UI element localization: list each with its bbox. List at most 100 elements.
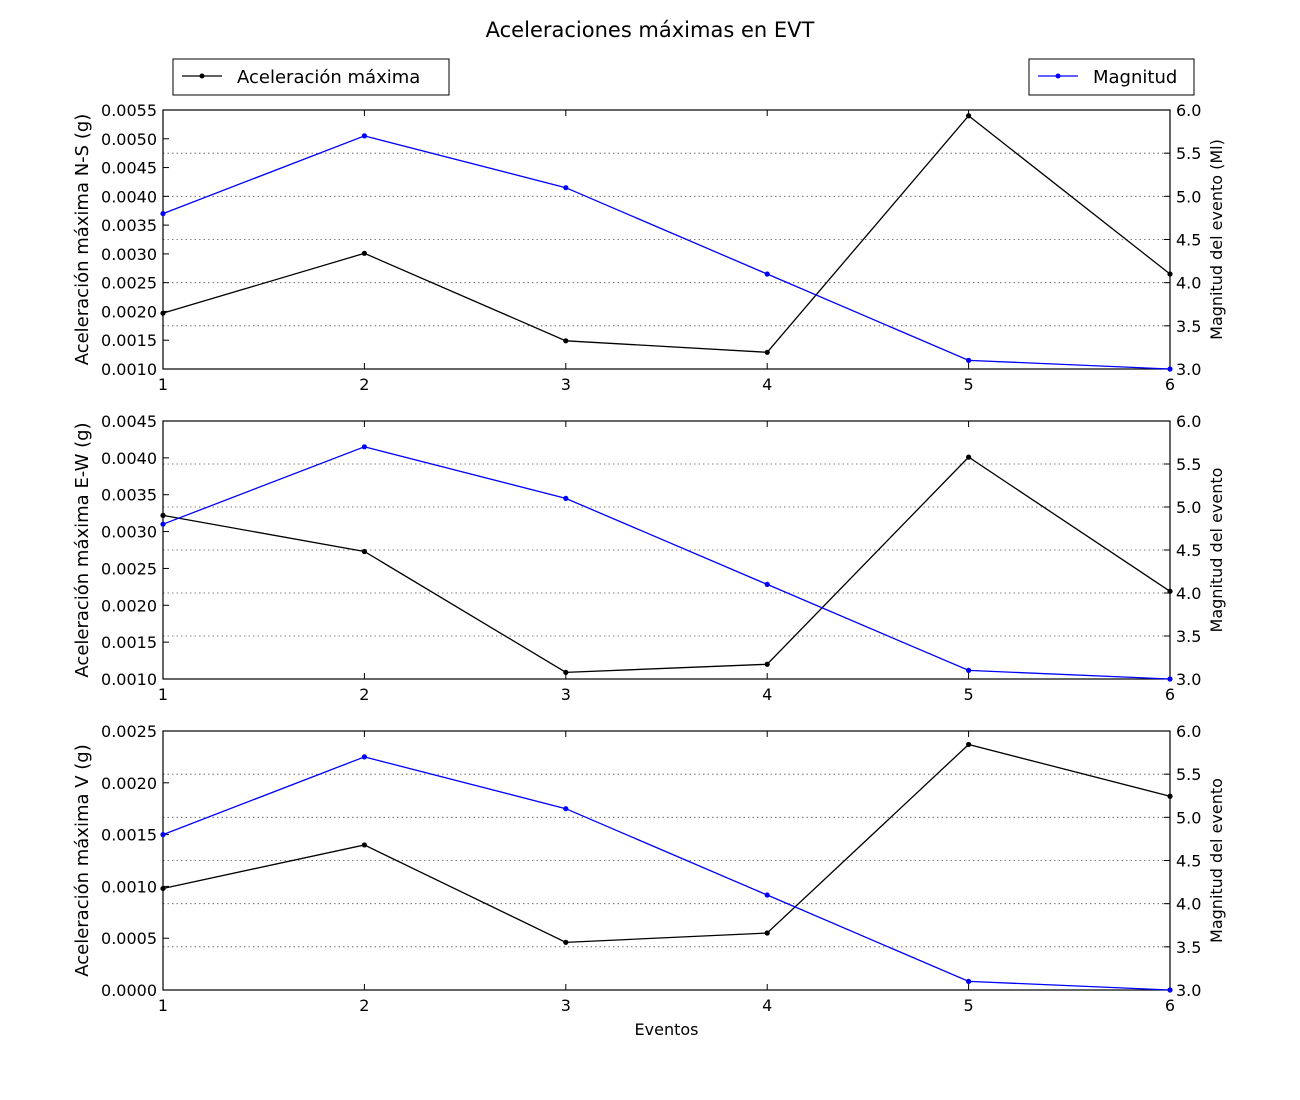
data-point-acceleration bbox=[361, 548, 367, 555]
data-point-magnitude bbox=[966, 357, 972, 363]
x-tick-label: 2 bbox=[359, 685, 369, 704]
y-axis-label-left: Aceleración máxima E-W (g) bbox=[72, 422, 93, 677]
y-tick-label-left: 0.0000 bbox=[101, 981, 157, 1000]
x-tick-label: 4 bbox=[762, 996, 772, 1015]
data-point-acceleration bbox=[1167, 793, 1173, 799]
legend-magnitude-marker bbox=[1055, 73, 1061, 79]
y-tick-label-left: 0.0015 bbox=[101, 633, 157, 652]
y-tick-label-left: 0.0040 bbox=[101, 449, 157, 468]
data-point-acceleration bbox=[160, 512, 166, 518]
data-point-magnitude bbox=[1167, 366, 1173, 372]
y-tick-label-right: 3.5 bbox=[1176, 317, 1201, 336]
y-tick-label-left: 0.0015 bbox=[101, 331, 157, 350]
data-point-acceleration bbox=[160, 885, 166, 892]
y-tick-label-left: 0.0020 bbox=[101, 774, 157, 793]
data-point-acceleration bbox=[966, 113, 972, 119]
x-tick-label: 1 bbox=[158, 996, 168, 1015]
y-tick-label-right: 5.0 bbox=[1176, 808, 1201, 827]
data-point-magnitude bbox=[1167, 987, 1173, 993]
y-tick-label-left: 0.0030 bbox=[101, 245, 157, 264]
y-tick-label-left: 0.0050 bbox=[101, 130, 157, 149]
y-axis-label-right: Magnitud del evento bbox=[1207, 468, 1226, 633]
x-tick-label: 2 bbox=[359, 375, 369, 394]
y-tick-label-left: 0.0015 bbox=[101, 826, 157, 845]
y-axis-label-left: Aceleración máxima N-S (g) bbox=[72, 114, 93, 366]
data-point-magnitude bbox=[361, 133, 367, 139]
data-point-acceleration bbox=[764, 930, 770, 936]
data-point-magnitude bbox=[160, 521, 166, 527]
y-tick-label-right: 3.5 bbox=[1176, 938, 1201, 957]
y-tick-label-left: 0.0045 bbox=[101, 159, 157, 178]
charts-container: 1 2 3 4 5 6 0.0010 0.0015 0.0020 0.0025 0.0030 0.00… bbox=[72, 101, 1226, 1039]
x-tick-label: 3 bbox=[561, 685, 571, 704]
y-tick-label-right: 3.0 bbox=[1176, 981, 1201, 1000]
x-tick-label: 1 bbox=[158, 375, 168, 394]
x-tick-label: 5 bbox=[964, 375, 974, 394]
x-tick-label: 5 bbox=[964, 685, 974, 704]
y-tick-label-right: 6.0 bbox=[1176, 722, 1201, 741]
y-tick-label-right: 5.0 bbox=[1176, 187, 1201, 206]
y-tick-label-right: 4.0 bbox=[1176, 584, 1201, 603]
y-tick-label-left: 0.0025 bbox=[101, 274, 157, 293]
y-tick-label-left: 0.0010 bbox=[101, 360, 157, 379]
y-tick-label-right: 4.5 bbox=[1176, 231, 1201, 250]
data-point-magnitude bbox=[361, 754, 367, 760]
data-point-acceleration bbox=[160, 310, 166, 316]
series-line-acceleration-ew bbox=[162, 456, 1171, 674]
data-point-magnitude bbox=[764, 892, 770, 898]
data-point-magnitude bbox=[160, 832, 166, 838]
data-point-magnitude bbox=[966, 978, 972, 984]
y-tick-label-left: 0.0010 bbox=[101, 877, 157, 896]
x-tick-label: 6 bbox=[1165, 685, 1175, 704]
data-point-acceleration bbox=[764, 661, 770, 667]
chart-ew: 1 2 3 4 5 6 0.0010 0.0015 0.0020 0.0025 0.0030 0.00… bbox=[72, 412, 1226, 704]
chart-v: 1 2 3 4 5 6 0.0000 0.0005 0.0010 0.0015 0.0020 0.00… bbox=[72, 722, 1226, 1039]
x-tick-label: 6 bbox=[1165, 375, 1175, 394]
x-axis-label: Eventos bbox=[635, 1020, 699, 1039]
y-tick-label-left: 0.0035 bbox=[101, 486, 157, 505]
data-point-acceleration bbox=[361, 250, 367, 256]
figure-title: Aceleraciones máximas en EVT bbox=[486, 18, 815, 42]
y-tick-label-right: 4.0 bbox=[1176, 895, 1201, 914]
legend-acceleration: Aceleración máxima bbox=[172, 58, 450, 96]
data-point-magnitude bbox=[563, 185, 569, 191]
x-tick-label: 5 bbox=[964, 996, 974, 1015]
data-point-acceleration bbox=[764, 349, 770, 355]
x-tick-label: 4 bbox=[762, 375, 772, 394]
y-tick-label-right: 3.0 bbox=[1176, 670, 1201, 689]
data-point-magnitude bbox=[563, 495, 569, 501]
y-tick-label-right: 4.0 bbox=[1176, 274, 1201, 293]
data-point-acceleration bbox=[1167, 588, 1173, 594]
y-tick-label-left: 0.0025 bbox=[101, 559, 157, 578]
y-tick-label-right: 3.5 bbox=[1176, 627, 1201, 646]
data-point-acceleration bbox=[1167, 271, 1173, 277]
x-tick-label: 4 bbox=[762, 685, 772, 704]
y-tick-label-left: 0.0010 bbox=[101, 670, 157, 689]
y-tick-label-right: 5.5 bbox=[1176, 765, 1201, 784]
series-line-magnitude-ns bbox=[162, 135, 1171, 370]
data-point-magnitude bbox=[966, 667, 972, 674]
y-tick-label-right: 6.0 bbox=[1176, 412, 1201, 431]
legend-magnitude-label: Magnitud bbox=[1093, 67, 1177, 88]
x-tick-label: 1 bbox=[158, 685, 168, 704]
series-line-acceleration-ns bbox=[162, 114, 1171, 353]
y-tick-label-right: 4.5 bbox=[1176, 852, 1201, 871]
data-point-acceleration bbox=[966, 741, 972, 748]
y-tick-label-right: 6.0 bbox=[1176, 101, 1201, 120]
legend-acceleration-label: Aceleración máxima bbox=[237, 67, 420, 88]
series-line-acceleration-v bbox=[162, 743, 1171, 944]
y-tick-label-left: 0.0030 bbox=[101, 523, 157, 542]
legend-acceleration-frame bbox=[172, 58, 450, 96]
data-point-acceleration bbox=[563, 669, 569, 675]
y-tick-label-left: 0.0055 bbox=[101, 101, 157, 120]
data-point-magnitude bbox=[160, 211, 166, 217]
y-tick-label-left: 0.0025 bbox=[101, 722, 157, 741]
series-line-magnitude-v bbox=[162, 756, 1171, 991]
x-tick-label: 6 bbox=[1165, 996, 1175, 1015]
y-tick-label-left: 0.0005 bbox=[101, 929, 157, 948]
y-tick-label-right: 4.5 bbox=[1176, 541, 1201, 560]
x-tick-label: 3 bbox=[561, 375, 571, 394]
y-axis-label-left: Aceleración máxima V (g) bbox=[72, 744, 93, 977]
series-line-magnitude-ew bbox=[162, 446, 1171, 680]
